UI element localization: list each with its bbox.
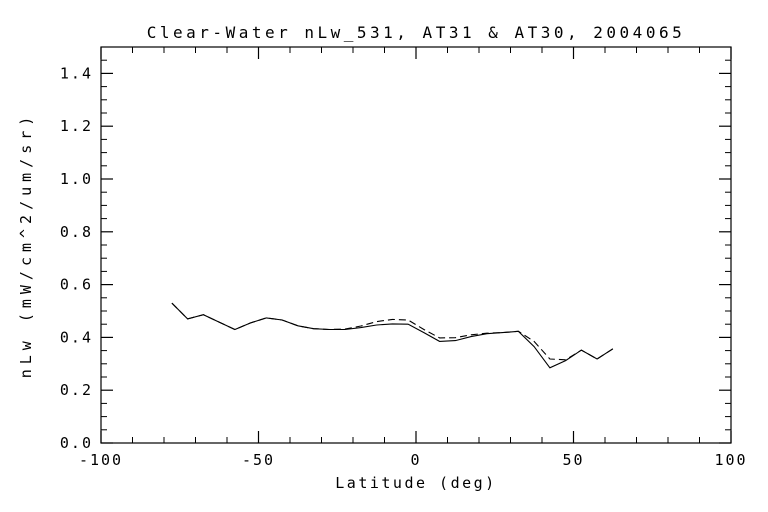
y-tick-label: 1.2: [60, 117, 93, 135]
y-tick-label: 1.4: [60, 64, 93, 82]
series-AT31-line: [171, 302, 614, 369]
y-tick-label: 0.0: [60, 434, 93, 452]
x-tick-label: -50: [242, 451, 275, 469]
y-tick-label: 0.2: [60, 381, 93, 399]
series-AT30-line: [171, 302, 614, 361]
y-tick-label: 1.0: [60, 170, 93, 188]
y-tick-label: 0.4: [60, 328, 93, 346]
plot-frame: [100, 46, 732, 444]
y-tick-label: 0.6: [60, 276, 93, 294]
y-axis-label: nLw (mW/cm^2/um/sr): [17, 112, 35, 379]
x-tick-label: 100: [714, 451, 747, 469]
x-tick-label: 0: [410, 451, 421, 469]
x-tick-label: -100: [79, 451, 123, 469]
x-tick-label: 50: [562, 451, 584, 469]
y-tick-label: 0.8: [60, 223, 93, 241]
chart-title: Clear-Water nLw_531, AT31 & AT30, 200406…: [147, 23, 685, 42]
x-axis-label: Latitude (deg): [335, 474, 496, 492]
